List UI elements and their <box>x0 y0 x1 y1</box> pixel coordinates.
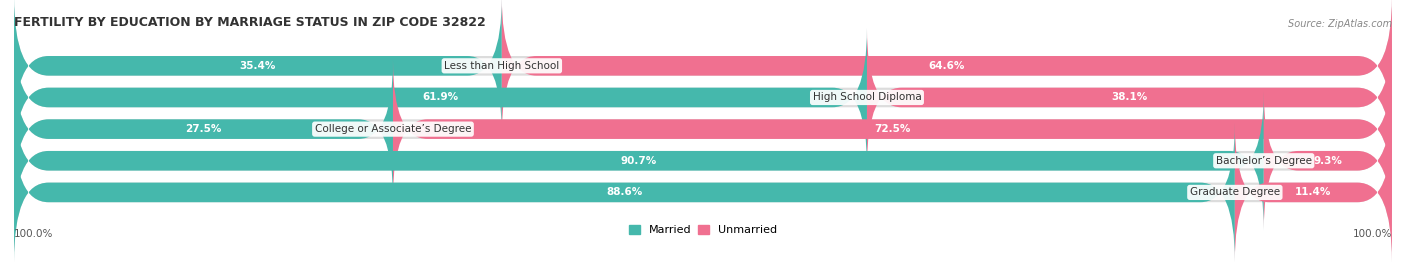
FancyBboxPatch shape <box>502 0 1392 135</box>
Text: 72.5%: 72.5% <box>875 124 911 134</box>
FancyBboxPatch shape <box>868 28 1392 167</box>
FancyBboxPatch shape <box>14 123 1234 262</box>
FancyBboxPatch shape <box>14 28 1392 167</box>
Text: High School Diploma: High School Diploma <box>813 93 921 102</box>
Text: Bachelor’s Degree: Bachelor’s Degree <box>1216 156 1312 166</box>
Text: 9.3%: 9.3% <box>1313 156 1343 166</box>
Text: 27.5%: 27.5% <box>186 124 222 134</box>
Text: 11.4%: 11.4% <box>1295 187 1331 197</box>
Text: FERTILITY BY EDUCATION BY MARRIAGE STATUS IN ZIP CODE 32822: FERTILITY BY EDUCATION BY MARRIAGE STATU… <box>14 16 486 29</box>
FancyBboxPatch shape <box>14 60 394 199</box>
FancyBboxPatch shape <box>394 60 1392 199</box>
Text: 90.7%: 90.7% <box>621 156 657 166</box>
Text: 35.4%: 35.4% <box>240 61 276 71</box>
Text: Graduate Degree: Graduate Degree <box>1189 187 1279 197</box>
FancyBboxPatch shape <box>14 28 868 167</box>
Text: 64.6%: 64.6% <box>929 61 965 71</box>
Text: Source: ZipAtlas.com: Source: ZipAtlas.com <box>1288 19 1392 29</box>
FancyBboxPatch shape <box>14 123 1392 262</box>
FancyBboxPatch shape <box>1234 123 1392 262</box>
FancyBboxPatch shape <box>14 0 502 135</box>
FancyBboxPatch shape <box>14 0 1392 135</box>
Text: 61.9%: 61.9% <box>422 93 458 102</box>
Text: 100.0%: 100.0% <box>1353 229 1392 239</box>
Text: Less than High School: Less than High School <box>444 61 560 71</box>
Text: 38.1%: 38.1% <box>1111 93 1147 102</box>
FancyBboxPatch shape <box>14 91 1392 230</box>
Text: 100.0%: 100.0% <box>14 229 53 239</box>
Text: 88.6%: 88.6% <box>606 187 643 197</box>
FancyBboxPatch shape <box>14 91 1264 230</box>
FancyBboxPatch shape <box>1264 91 1392 230</box>
Text: College or Associate’s Degree: College or Associate’s Degree <box>315 124 471 134</box>
FancyBboxPatch shape <box>14 60 1392 199</box>
Legend: Married, Unmarried: Married, Unmarried <box>624 220 782 240</box>
